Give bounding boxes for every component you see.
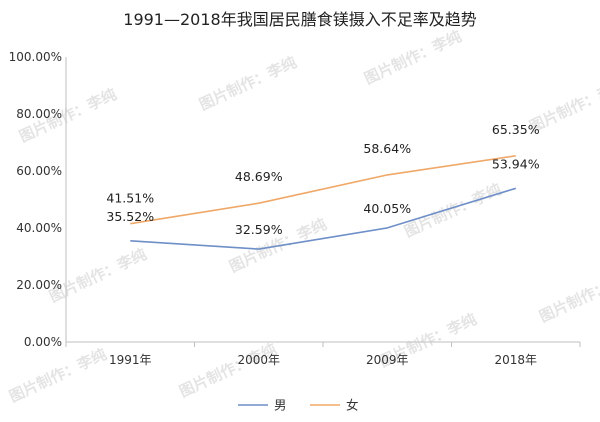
data-label: 40.05%: [363, 201, 411, 216]
watermark-text: 图片制作：李纯: [401, 180, 504, 241]
watermark-text: 图片制作：李纯: [536, 265, 600, 326]
legend-label: 女: [346, 398, 359, 413]
x-tick-label: 1991年: [109, 353, 152, 367]
watermark-text: 图片制作：李纯: [46, 245, 149, 306]
x-tick-label: 2000年: [237, 353, 280, 367]
watermark-text: 图片制作：李纯: [361, 27, 464, 88]
data-label-layer: 35.52% 32.59% 40.05% 53.94% 41.51% 48.69% 58.6…: [106, 122, 539, 237]
y-axis-ticks: 0.00% 20.00% 40.00% 60.00% 80.00% 100.00%: [9, 50, 62, 349]
x-tick-label: 2018年: [494, 353, 537, 367]
legend-label: 男: [274, 398, 287, 413]
data-label: 32.59%: [235, 222, 283, 237]
series-layer: [130, 155, 517, 250]
x-axis-ticks: 1991年 2000年 2009年 2018年: [65, 342, 581, 367]
y-tick-label: 20.00%: [16, 278, 62, 292]
chart-title: 1991—2018年我国居民膳食镁摄入不足率及趋势: [123, 10, 476, 29]
data-label: 53.94%: [492, 156, 540, 171]
y-tick-label: 60.00%: [16, 164, 62, 178]
y-tick-label: 80.00%: [16, 107, 62, 121]
watermark-text: 图片制作：李纯: [196, 53, 299, 114]
watermark-text: 图片制作：李纯: [176, 340, 279, 401]
data-label: 58.64%: [363, 141, 411, 156]
data-label: 48.69%: [235, 169, 283, 184]
series-line-女: [130, 155, 516, 225]
data-label: 41.51%: [106, 191, 154, 206]
data-label: 65.35%: [492, 122, 540, 137]
legend: 男女: [238, 398, 359, 413]
y-tick-label: 40.00%: [16, 221, 62, 235]
data-label: 35.52%: [106, 209, 154, 224]
x-tick-label: 2009年: [366, 353, 409, 367]
watermark-text: 图片制作：李纯: [6, 345, 109, 406]
series-line-男: [130, 187, 517, 250]
y-tick-label: 100.00%: [9, 50, 62, 64]
y-tick-label: 0.00%: [24, 335, 62, 349]
